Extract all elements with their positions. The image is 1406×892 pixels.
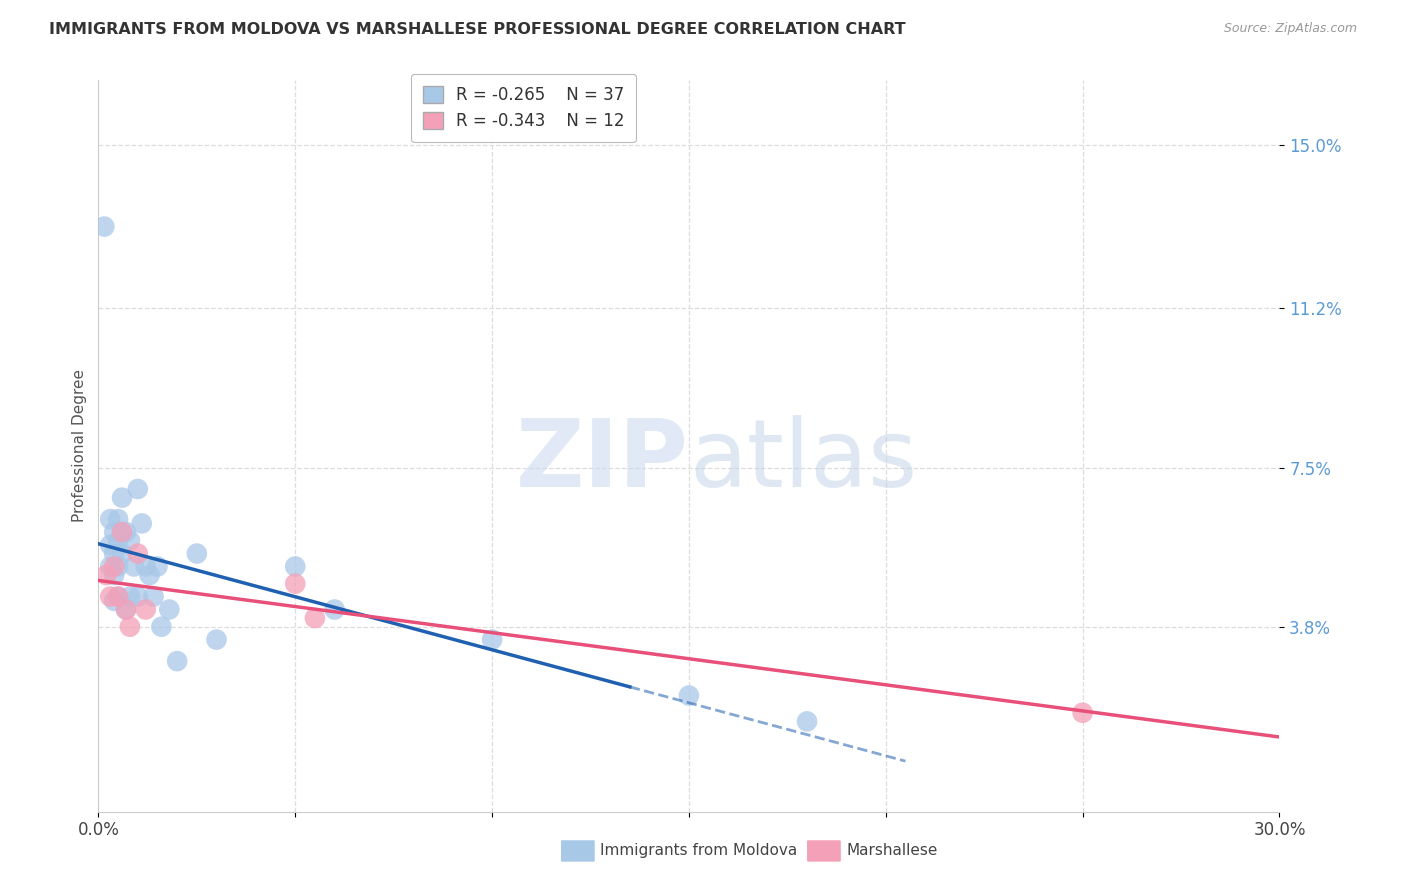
Point [111, 524, 134, 539]
Point [111, 524, 134, 539]
Text: atlas: atlas [689, 415, 917, 507]
Point [98, 559, 121, 574]
Point [103, 559, 125, 574]
Point [98, 512, 121, 526]
Point [135, 602, 157, 616]
Point [115, 602, 138, 616]
Point [93, 219, 115, 234]
Point [111, 491, 134, 505]
Point [111, 547, 134, 561]
Point [107, 512, 129, 526]
Point [146, 559, 169, 574]
Point [118, 620, 141, 634]
Point [103, 568, 125, 582]
Point [127, 590, 149, 604]
Point [205, 632, 228, 647]
Point [98, 590, 121, 604]
Point [115, 524, 138, 539]
Point [142, 590, 165, 604]
Point [115, 602, 138, 616]
Point [796, 714, 818, 729]
Point [118, 533, 141, 548]
Text: Source: ZipAtlas.com: Source: ZipAtlas.com [1223, 22, 1357, 36]
Point [166, 654, 188, 668]
Point [107, 559, 129, 574]
Point [118, 590, 141, 604]
Point [150, 620, 173, 634]
Point [107, 590, 129, 604]
Point [127, 482, 149, 496]
Point [127, 547, 149, 561]
Point [103, 547, 125, 561]
Text: IMMIGRANTS FROM MOLDOVA VS MARSHALLESE PROFESSIONAL DEGREE CORRELATION CHART: IMMIGRANTS FROM MOLDOVA VS MARSHALLESE P… [49, 22, 905, 37]
Point [122, 559, 145, 574]
Point [103, 524, 125, 539]
Point [107, 533, 129, 548]
Text: Immigrants from Moldova: Immigrants from Moldova [600, 844, 797, 858]
Point [323, 602, 346, 616]
Point [284, 576, 307, 591]
Point [678, 689, 700, 703]
Text: Marshallese: Marshallese [846, 844, 938, 858]
Y-axis label: Professional Degree: Professional Degree [72, 369, 87, 523]
Point [107, 590, 129, 604]
Point [96, 568, 118, 582]
Point [284, 559, 307, 574]
Text: ZIP: ZIP [516, 415, 689, 507]
Point [103, 594, 125, 608]
Point [138, 568, 160, 582]
Point [1071, 706, 1094, 720]
Point [186, 547, 208, 561]
Point [131, 516, 153, 531]
Point [157, 602, 180, 616]
Point [304, 611, 326, 625]
Legend: R = -0.265    N = 37, R = -0.343    N = 12: R = -0.265 N = 37, R = -0.343 N = 12 [411, 74, 636, 142]
Point [135, 559, 157, 574]
Point [98, 538, 121, 552]
Point [481, 632, 503, 647]
